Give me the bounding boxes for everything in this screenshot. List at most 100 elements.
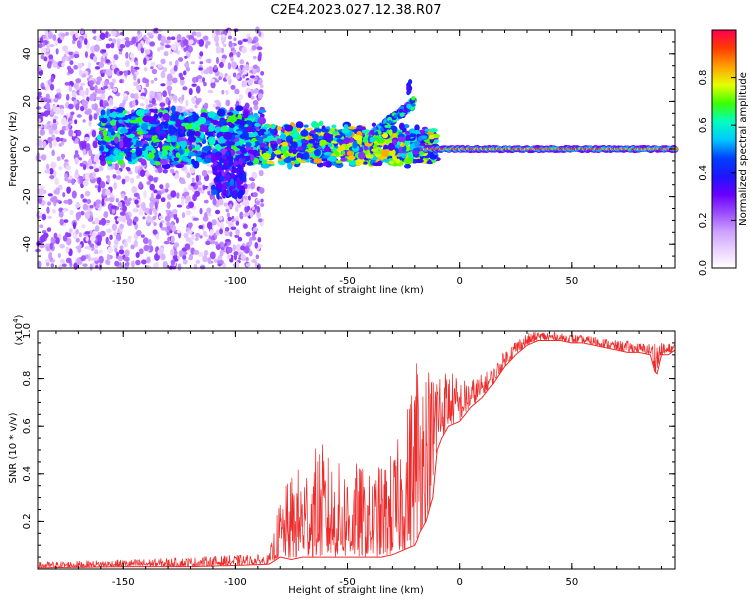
spectrogram-cell (409, 133, 417, 138)
spectrogram-cell (129, 120, 138, 124)
spectrogram-cell (99, 32, 106, 40)
spectrogram-cell (158, 215, 164, 220)
spectrogram-cell (49, 43, 55, 48)
colorbar-tick-label: 0.0 (698, 260, 709, 276)
spectrogram-cell (243, 200, 250, 207)
spectrogram-cell (194, 104, 198, 109)
spectrogram-cell (202, 230, 207, 237)
spectrogram-cell (187, 45, 193, 53)
spectrogram-cell (137, 30, 141, 35)
spectrogram-cell (414, 140, 420, 148)
spectrogram-cell (176, 204, 183, 208)
spectrogram-cell (62, 138, 67, 143)
spectrogram-cell (45, 84, 50, 91)
spectrogram-cell (116, 217, 121, 222)
spectrogram-cell (123, 256, 130, 262)
spectrogram-cell (198, 224, 204, 230)
spectrogram-cell (265, 160, 275, 165)
spectrogram-cell (132, 208, 137, 213)
spectrogram-cell (227, 246, 233, 254)
spectrogram-cell (170, 168, 175, 174)
spectrogram-cell (212, 103, 218, 108)
spectrogram-cell (135, 109, 145, 117)
spectrogram-cell (114, 246, 118, 253)
spectrogram-cell (337, 145, 346, 152)
spectrogram-cell (171, 77, 178, 84)
spectrogram-cell (50, 259, 56, 263)
spectrogram-cell (47, 136, 53, 143)
spectrogram-cell (56, 156, 61, 162)
spectrogram-cell (328, 155, 337, 162)
spectrogram-cell (237, 236, 243, 242)
spectrogram-cell (255, 200, 260, 206)
spectrogram-cell (234, 234, 240, 238)
spectrogram-cell (207, 257, 212, 264)
spectrogram-cell (254, 76, 258, 81)
spectrogram-cell (113, 149, 119, 156)
spectrogram-cell (153, 262, 158, 269)
spectrogram-cell (313, 158, 322, 164)
spectrogram-cell (347, 126, 357, 130)
spectrogram-cell (218, 119, 226, 125)
spectrogram-cell (191, 233, 195, 241)
spectrogram-cell (106, 177, 111, 183)
spectrogram-cell (173, 64, 178, 72)
snr-x-tick-label: -50 (339, 577, 355, 588)
spectrogram-cell (115, 198, 119, 203)
spectrogram-cell (104, 148, 109, 152)
spectrogram-cell (97, 234, 101, 242)
spectrogram-cell (220, 246, 225, 251)
spectrogram-cell (46, 163, 50, 170)
spectrogram-cell (188, 201, 195, 209)
spectrogram-cell (125, 261, 130, 267)
spectrogram-cell (194, 190, 201, 197)
spectrogram-cell (38, 211, 43, 217)
spectrogram-cell (417, 136, 423, 142)
spectrogram-cell (251, 171, 258, 180)
spectrogram-cell (252, 55, 257, 60)
spectrogram-cell (84, 211, 91, 220)
spectrogram-cell (51, 195, 58, 202)
spectrogram-cell (42, 232, 49, 239)
spectrogram-cell (159, 102, 166, 108)
spectrogram-cell (150, 192, 154, 201)
spectrogram-cell (187, 230, 193, 235)
spectrogram-cell (126, 218, 133, 226)
spectrogram-cell (258, 169, 264, 177)
spectrogram-cell (243, 79, 248, 88)
spectrogram-cell (196, 180, 202, 186)
spectrogram-cell (49, 175, 55, 179)
snr-y-label: SNR (10 * v/v) (8, 412, 19, 483)
spectrogram-cell (39, 187, 45, 196)
spectrogram-cell (384, 124, 390, 129)
spectrogram-cell (93, 55, 98, 63)
spectrogram-cell (182, 259, 188, 265)
spectrogram-cell (146, 32, 153, 37)
spectrogram-cell (214, 175, 221, 183)
spectrogram-cell (215, 29, 220, 36)
spectrogram-cell (323, 151, 333, 156)
spectrogram-cell (264, 131, 269, 135)
spectrogram-cell (103, 135, 110, 142)
spectrogram-cell (157, 47, 161, 52)
spectrogram-cell (257, 116, 267, 125)
spectrogram-cell (96, 76, 103, 83)
spectrogram-cell (170, 235, 175, 244)
spectrogram-cell (98, 165, 104, 172)
spectrogram-cell (234, 206, 239, 213)
spectrogram-cell (218, 76, 222, 81)
spectrogram-cell (227, 62, 232, 70)
spectrogram-cell (112, 58, 116, 66)
spectrogram-cell (79, 162, 84, 167)
spectrogram-cell (207, 89, 214, 94)
spectrogram-cell (242, 74, 246, 79)
spectrogram-cell (64, 176, 69, 182)
spectrogram-cell (195, 98, 200, 105)
spectrogram-x-tick-label: -50 (339, 276, 355, 287)
spectrogram-cell (281, 141, 289, 147)
spectrogram-cell (110, 42, 115, 49)
spectrogram-cell (397, 153, 407, 157)
spectrogram-cell (77, 62, 83, 69)
spectrogram-cell (210, 195, 216, 200)
